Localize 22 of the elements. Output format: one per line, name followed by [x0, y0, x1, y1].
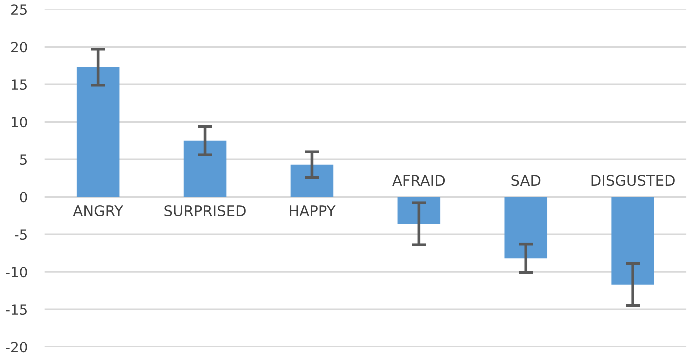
y-tick-label: 10 — [12, 117, 28, 128]
y-tick-label: -10 — [6, 267, 28, 278]
y-tick-label: 20 — [12, 42, 28, 53]
y-tick-label: 15 — [12, 80, 27, 90]
x-tick-label: DISGUSTED — [592, 175, 675, 186]
y-tick-label: -15 — [6, 304, 27, 316]
y-tick-label: 0 — [20, 192, 28, 203]
bar — [612, 197, 654, 285]
y-tick-label: -20 — [6, 342, 28, 353]
bar — [504, 197, 548, 259]
y-tick-label: 5 — [20, 154, 27, 166]
x-tick-label: HAPPY — [290, 206, 336, 216]
y-tick-label: -5 — [15, 230, 27, 240]
bar — [76, 67, 120, 198]
x-tick-label: ANGRY — [73, 205, 124, 217]
x-tick-label: SAD — [512, 175, 541, 186]
x-tick-label: SURPRISED — [164, 205, 246, 217]
bar — [184, 140, 227, 198]
bar — [398, 197, 441, 224]
x-tick-label: AFRAID — [392, 175, 446, 186]
y-tick-label: 25 — [12, 4, 27, 16]
bar — [290, 164, 334, 198]
